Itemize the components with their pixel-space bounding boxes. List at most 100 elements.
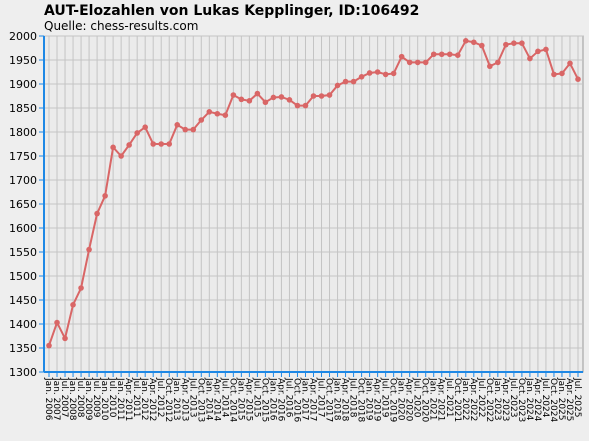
x-tick-label: Apr. 2025 <box>564 378 574 421</box>
x-tick-label: Jan. 2024 <box>524 377 534 421</box>
x-tick-label: Jan. 2010 <box>99 377 109 421</box>
y-tick-label: 1850 <box>9 102 37 115</box>
x-tick-label: Oct. 2015 <box>259 378 269 422</box>
x-tick-label: Oct. 2023 <box>516 378 526 422</box>
x-tick-label: Jul. 2016 <box>283 377 293 418</box>
x-tick-label: Apr. 2023 <box>500 378 510 421</box>
x-tick-label: Apr. 2018 <box>340 378 350 422</box>
data-point <box>94 210 100 217</box>
x-tick-label: Jan. 2014 <box>203 377 213 421</box>
x-tick-label: Oct. 2020 <box>420 378 430 422</box>
x-tick-label: Jan. 2023 <box>492 377 502 421</box>
chart-title: AUT-Elozahlen von Lukas Kepplinger, ID:1… <box>44 3 419 19</box>
x-tick-label: Jul. 2009 <box>91 377 101 418</box>
data-point <box>262 99 269 106</box>
y-tick-label: 1500 <box>9 270 37 283</box>
x-tick-label: Oct. 2019 <box>388 378 398 422</box>
data-point <box>398 53 405 60</box>
chart-subtitle: Quelle: chess-results.com <box>44 19 198 33</box>
data-point <box>551 71 557 78</box>
x-tick-label: Jul. 2022 <box>476 377 486 418</box>
x-tick-label: Oct. 2021 <box>452 378 462 422</box>
data-point <box>454 52 461 58</box>
data-point <box>110 144 116 151</box>
data-point <box>214 110 221 117</box>
data-point <box>543 46 549 53</box>
x-tick-label: Jan. 2012 <box>139 377 149 421</box>
data-point <box>70 302 76 308</box>
x-tick-label: Jul. 2025 <box>572 377 582 418</box>
x-tick-label: Jul. 2011 <box>131 377 141 418</box>
data-point <box>230 92 237 98</box>
data-point <box>118 153 124 159</box>
data-point <box>430 51 437 58</box>
x-tick-label: Jul. 2018 <box>348 377 358 418</box>
data-point <box>374 69 381 75</box>
y-tick-label: 1650 <box>9 198 37 211</box>
y-tick-label: 1950 <box>9 54 37 67</box>
x-tick-label: Jul. 2021 <box>444 377 454 418</box>
data-point <box>511 40 517 46</box>
data-point <box>575 76 581 82</box>
data-point <box>126 142 132 148</box>
data-point <box>190 126 197 133</box>
data-point <box>446 51 453 58</box>
data-point <box>527 55 533 62</box>
y-tick-label: 1450 <box>9 294 37 307</box>
x-tick-label: Oct. 2017 <box>324 378 334 422</box>
data-point <box>238 96 245 103</box>
x-tick-label: Jul. 2024 <box>540 377 550 418</box>
x-tick-label: Apr. 2022 <box>468 378 478 421</box>
x-tick-label: Jul. 2015 <box>251 377 261 418</box>
data-point <box>462 38 469 44</box>
data-point <box>350 78 357 85</box>
x-tick-label: Oct. 2018 <box>356 378 366 422</box>
x-tick-label: Jan. 2015 <box>235 377 245 421</box>
x-tick-label: Jul. 2017 <box>316 377 326 418</box>
data-point <box>334 82 341 89</box>
x-tick-label: Jan. 2007 <box>51 377 61 421</box>
data-point <box>222 112 229 118</box>
x-tick-label: Apr. 2012 <box>147 378 157 421</box>
data-point <box>503 41 509 48</box>
x-tick-label: Apr. 2015 <box>243 378 253 421</box>
x-tick-label: Jan. 2016 <box>267 377 277 421</box>
data-point <box>535 48 541 55</box>
y-tick-label: 1900 <box>9 78 37 91</box>
data-point <box>559 70 565 77</box>
x-tick-label: Jul. 2013 <box>187 377 197 418</box>
data-point <box>286 97 293 103</box>
data-point <box>158 141 165 147</box>
data-point <box>310 93 317 99</box>
y-tick-label: 1600 <box>9 222 37 235</box>
data-point <box>366 70 373 76</box>
x-tick-label: Jan. 2017 <box>299 377 309 421</box>
data-point <box>471 39 477 46</box>
x-tick-label: Jan. 2009 <box>83 377 93 421</box>
x-tick-label: Jul. 2014 <box>219 377 229 418</box>
x-tick-label: Jul. 2008 <box>75 377 85 418</box>
y-tick-label: 1750 <box>9 150 37 163</box>
data-point <box>294 102 301 109</box>
y-tick-label: 1550 <box>9 246 37 259</box>
x-tick-label: Jul. 2020 <box>412 377 422 418</box>
data-point <box>174 122 181 128</box>
data-point <box>414 59 421 66</box>
data-point <box>567 60 573 67</box>
data-point <box>150 141 156 147</box>
data-point <box>254 90 261 97</box>
data-point <box>342 78 349 85</box>
data-point <box>62 335 68 342</box>
data-point <box>519 40 525 46</box>
x-tick-label: Oct. 2022 <box>484 378 494 422</box>
x-tick-label: Apr. 2011 <box>123 378 133 421</box>
x-tick-label: Jul. 2012 <box>155 377 165 418</box>
y-tick-label: 1700 <box>9 174 37 187</box>
x-tick-label: Oct. 2016 <box>291 378 301 422</box>
data-point <box>270 94 277 101</box>
data-point <box>102 193 108 199</box>
data-point <box>46 342 52 349</box>
data-point <box>78 285 84 291</box>
data-point <box>318 93 325 99</box>
